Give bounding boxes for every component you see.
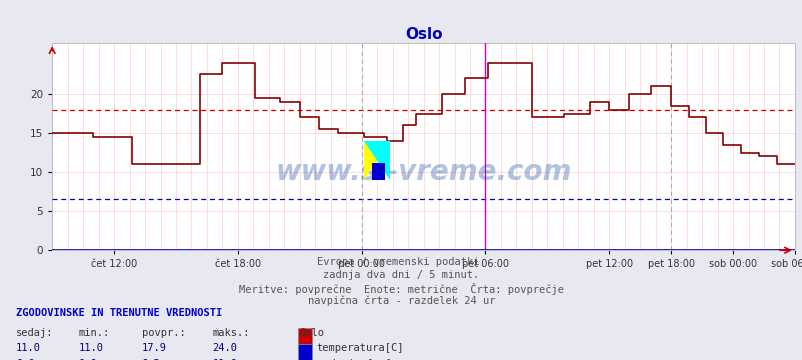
Text: zadnja dva dni / 5 minut.: zadnja dva dni / 5 minut.: [323, 270, 479, 280]
Bar: [371, 163, 384, 180]
Text: 0.0: 0.0: [16, 359, 34, 360]
Bar: [298, 344, 311, 360]
Text: 0.0: 0.0: [79, 359, 98, 360]
Text: povpr.:: povpr.:: [142, 328, 185, 338]
Text: navpična črta - razdelek 24 ur: navpična črta - razdelek 24 ur: [307, 295, 495, 306]
Text: Meritve: povprečne  Enote: metrične  Črta: povprečje: Meritve: povprečne Enote: metrične Črta:…: [239, 283, 563, 295]
Text: Evropa / vremenski podatki,: Evropa / vremenski podatki,: [317, 257, 485, 267]
Text: 11.0: 11.0: [16, 343, 41, 353]
Text: Oslo: Oslo: [299, 328, 324, 338]
Text: temperatura[C]: temperatura[C]: [316, 343, 403, 353]
Text: 17.9: 17.9: [142, 343, 167, 353]
Text: min.:: min.:: [79, 328, 110, 338]
Text: sedaj:: sedaj:: [16, 328, 53, 338]
Polygon shape: [363, 141, 390, 180]
Text: 24.0: 24.0: [213, 343, 237, 353]
Text: ZGODOVINSKE IN TRENUTNE VREDNOSTI: ZGODOVINSKE IN TRENUTNE VREDNOSTI: [16, 308, 222, 318]
Bar: [298, 328, 311, 344]
Text: www.si-vreme.com: www.si-vreme.com: [275, 158, 571, 185]
Text: 11.0: 11.0: [79, 343, 103, 353]
Text: 6.5: 6.5: [142, 359, 160, 360]
Title: Oslo: Oslo: [404, 27, 442, 42]
Text: padavine[mm]: padavine[mm]: [316, 359, 391, 360]
Text: 11.0: 11.0: [213, 359, 237, 360]
Polygon shape: [363, 141, 390, 180]
Text: maks.:: maks.:: [213, 328, 249, 338]
